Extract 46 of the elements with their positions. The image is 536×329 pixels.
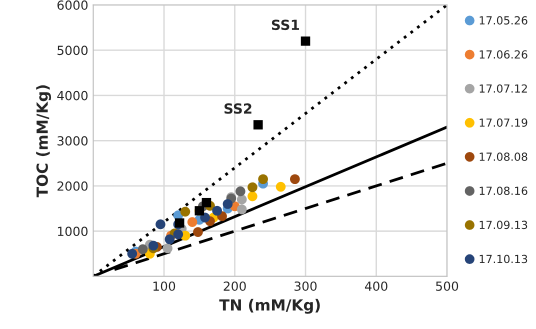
x-tick-label: 400 xyxy=(364,281,388,291)
y-tick-label: 3000 xyxy=(58,136,88,146)
point xyxy=(193,227,203,237)
point xyxy=(236,186,246,196)
point xyxy=(236,204,247,214)
point xyxy=(156,219,166,230)
y-tick-label: 4000 xyxy=(57,90,88,100)
y-tick-label: 5000 xyxy=(58,46,88,56)
legend-label: 17.05.26 xyxy=(480,16,528,25)
annotation: SS1 xyxy=(272,20,300,30)
x-axis-title: TN (mM/Kg) xyxy=(219,298,320,314)
legend-label: 17.06.26 xyxy=(480,50,528,59)
point xyxy=(248,182,258,192)
legend-label: 17.09.13 xyxy=(480,220,528,230)
point xyxy=(187,217,198,227)
point xyxy=(162,243,172,254)
x-tick-label: 300 xyxy=(294,281,317,291)
point xyxy=(127,248,138,259)
point xyxy=(258,174,268,184)
x-tick-label: 500 xyxy=(436,281,458,291)
point xyxy=(236,194,247,204)
legend-label: 17.08.08 xyxy=(480,152,528,161)
point xyxy=(138,244,148,254)
point xyxy=(164,234,175,244)
legend-label: 17.08.16 xyxy=(480,186,528,195)
point xyxy=(212,206,222,216)
legend-label: 17.07.12 xyxy=(480,84,527,93)
y-tick-label: 2000 xyxy=(58,181,88,191)
point xyxy=(276,182,286,192)
legend-label: 17.10.13 xyxy=(480,254,528,264)
point xyxy=(173,229,184,240)
y-tick-label: 1000 xyxy=(58,226,88,236)
y-axis-title: TOC (mM/Kg) xyxy=(36,85,52,198)
point xyxy=(290,174,300,184)
point xyxy=(253,120,263,130)
point xyxy=(300,36,310,46)
x-tick-label: 200 xyxy=(224,281,246,291)
x-tick-label: 100 xyxy=(153,281,176,291)
point xyxy=(148,240,158,251)
annotation: SS2 xyxy=(224,103,252,114)
point xyxy=(222,199,233,209)
point xyxy=(248,191,258,202)
legend-label: 17.07.19 xyxy=(480,118,528,127)
y-tick-label: 6000 xyxy=(57,0,88,10)
point xyxy=(180,206,190,217)
point xyxy=(202,198,212,208)
